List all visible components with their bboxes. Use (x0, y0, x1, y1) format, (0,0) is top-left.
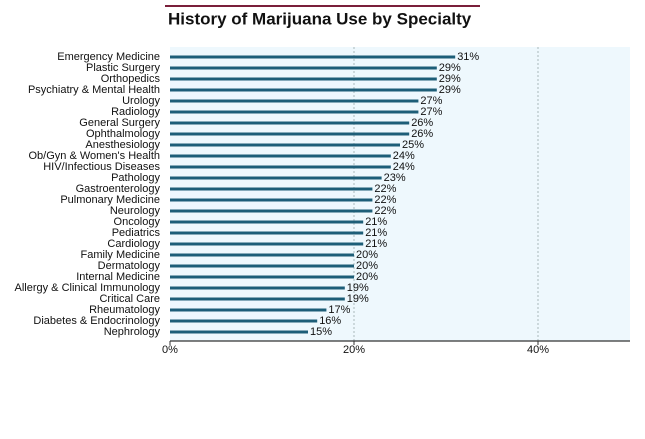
bar (170, 187, 373, 191)
value-label: 22% (374, 194, 396, 206)
y-tick-label: Ob/Gyn & Women's Health (28, 150, 160, 162)
bar (170, 286, 345, 290)
y-tick-label: Plastic Surgery (86, 62, 160, 74)
y-tick-label: Urology (122, 95, 160, 107)
y-tick-label: Nephrology (104, 326, 161, 338)
bar (170, 264, 354, 268)
y-tick-label: Neurology (110, 205, 161, 217)
value-label: 21% (365, 238, 387, 250)
value-label: 27% (420, 106, 442, 118)
value-label: 20% (356, 249, 378, 261)
x-tick-label: 40% (527, 344, 549, 356)
bar (170, 308, 327, 312)
value-label: 23% (384, 172, 406, 184)
bar (170, 154, 391, 158)
bar (170, 99, 419, 103)
bar (170, 330, 308, 334)
value-label: 16% (319, 315, 341, 327)
y-tick-label: Pediatrics (112, 227, 161, 239)
value-label: 29% (439, 73, 461, 85)
x-tick-label: 0% (162, 344, 178, 356)
bar (170, 66, 437, 70)
y-tick-label: Psychiatry & Mental Health (28, 84, 160, 96)
y-tick-label: Pulmonary Medicine (60, 194, 160, 206)
value-label: 19% (347, 293, 369, 305)
value-label: 21% (365, 227, 387, 239)
value-label: 22% (374, 205, 396, 217)
bar (170, 165, 391, 169)
bar (170, 88, 437, 92)
bar (170, 242, 364, 246)
bar (170, 209, 373, 213)
bar (170, 275, 354, 279)
y-tick-label: Pathology (111, 172, 160, 184)
value-label: 29% (439, 84, 461, 96)
bar (170, 55, 456, 59)
value-label: 26% (411, 128, 433, 140)
value-label: 19% (347, 282, 369, 294)
value-label: 20% (356, 260, 378, 272)
value-label: 26% (411, 117, 433, 129)
value-label: 31% (457, 51, 479, 63)
y-tick-label: Anesthesiology (85, 139, 160, 151)
y-tick-label: Gastroenterology (76, 183, 161, 195)
value-label: 15% (310, 326, 332, 338)
y-tick-label: Cardiology (107, 238, 160, 250)
value-label: 27% (420, 95, 442, 107)
value-label: 24% (393, 150, 415, 162)
bar (170, 110, 419, 114)
bar (170, 319, 318, 323)
y-tick-label: Ophthalmology (86, 128, 160, 140)
value-label: 17% (328, 304, 350, 316)
bar (170, 176, 382, 180)
plot-background (170, 47, 630, 341)
y-tick-label: Orthopedics (101, 73, 161, 85)
value-label: 25% (402, 139, 424, 151)
y-tick-label: Internal Medicine (76, 271, 160, 283)
y-tick-label: HIV/Infectious Diseases (43, 161, 160, 173)
bar (170, 220, 364, 224)
value-label: 21% (365, 216, 387, 228)
y-tick-label: General Surgery (79, 117, 160, 129)
chart-title: History of Marijuana Use by Specialty (168, 9, 472, 28)
y-tick-label: Rheumatology (89, 304, 160, 316)
y-tick-label: Critical Care (99, 293, 160, 305)
value-label: 24% (393, 161, 415, 173)
y-tick-label: Oncology (114, 216, 161, 228)
bar (170, 132, 410, 136)
y-tick-label: Diabetes & Endocrinology (33, 315, 160, 327)
value-label: 29% (439, 62, 461, 74)
y-tick-label: Dermatology (98, 260, 161, 272)
bar (170, 77, 437, 81)
y-tick-label: Radiology (111, 106, 160, 118)
bar (170, 253, 354, 257)
y-tick-label: Allergy & Clinical Immunology (15, 282, 161, 294)
y-tick-label: Emergency Medicine (57, 51, 160, 63)
y-tick-label: Family Medicine (81, 249, 160, 261)
bar (170, 297, 345, 301)
value-label: 22% (374, 183, 396, 195)
bar (170, 143, 400, 147)
x-tick-label: 20% (343, 344, 365, 356)
bar (170, 231, 364, 235)
bar (170, 121, 410, 125)
value-label: 20% (356, 271, 378, 283)
bar (170, 198, 373, 202)
